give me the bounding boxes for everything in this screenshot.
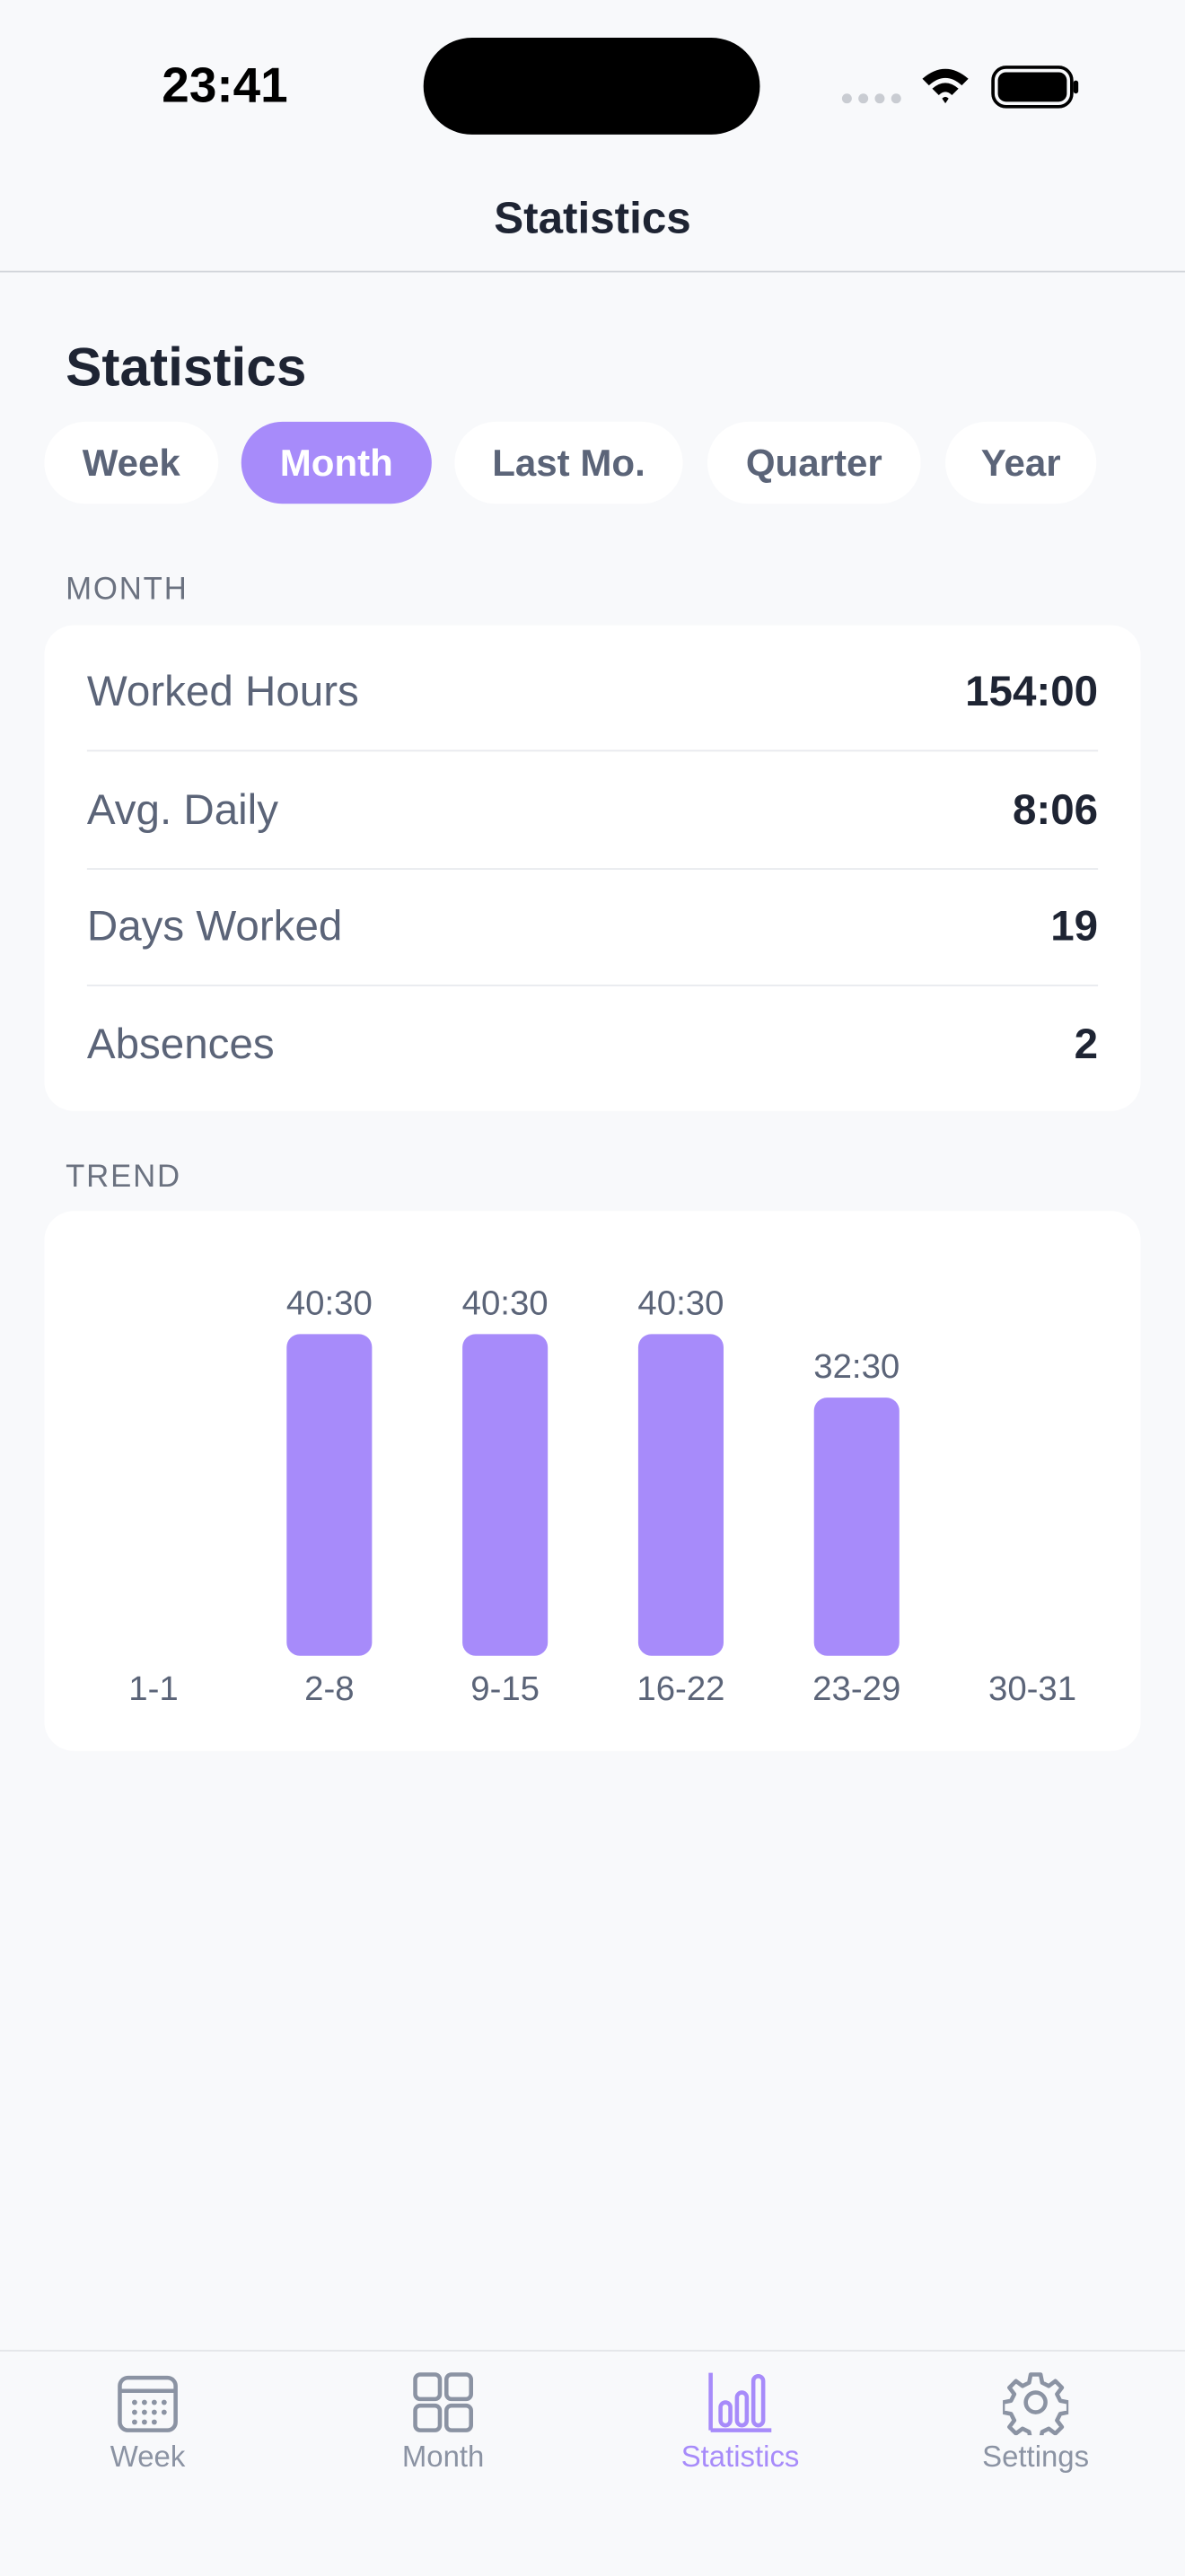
row-divider (86, 749, 1099, 752)
row-label: Worked Hours (86, 666, 359, 716)
gear-icon (1003, 2372, 1069, 2436)
nav-title: Statistics (494, 193, 691, 243)
bar (462, 1334, 549, 1656)
x-tick-label: 30-31 (988, 1669, 1076, 1708)
section-label: MONTH (66, 573, 189, 608)
tab-label: Week (110, 2440, 186, 2474)
row-divider (86, 867, 1099, 870)
nav-divider (0, 270, 1185, 273)
calendar-icon (118, 2375, 178, 2432)
trend-card (44, 1211, 1141, 1751)
tab-bar (0, 2350, 1185, 2576)
value-label: 40:30 (286, 1284, 373, 1322)
x-tick-label: 1-1 (128, 1669, 178, 1708)
bar (813, 1398, 900, 1656)
row-value: 8:06 (1012, 784, 1099, 834)
row-value: 154:00 (965, 666, 1099, 716)
tab-label: Month (401, 2440, 485, 2474)
signal (841, 93, 901, 104)
tab-item[interactable]: Statistics (642, 2363, 838, 2488)
battery-level (997, 72, 1067, 102)
value-label: 40:30 (637, 1284, 724, 1322)
segment[interactable]: Month (241, 421, 432, 504)
bar (637, 1334, 724, 1656)
segment[interactable]: Week (44, 421, 219, 504)
x-tick-label: 2-8 (304, 1669, 354, 1708)
segment[interactable]: Last Mo. (454, 421, 683, 504)
status-icons (841, 66, 1079, 109)
row-label: Days Worked (86, 901, 343, 951)
grid-icon (413, 2372, 473, 2432)
value-label: 32:30 (813, 1347, 900, 1386)
x-tick-label: 9-15 (470, 1669, 540, 1708)
row-label: Absences (86, 1019, 275, 1069)
tab-item[interactable]: Week (49, 2363, 246, 2488)
battery (991, 66, 1074, 109)
wifi (922, 68, 969, 104)
section-label: TREND (66, 1160, 181, 1195)
row-value: 19 (1050, 901, 1099, 951)
bar (286, 1334, 373, 1656)
tab-label: Statistics (680, 2440, 800, 2474)
chart-icon (708, 2372, 772, 2432)
tab-item[interactable]: Settings (937, 2363, 1134, 2488)
status-time: 23:41 (162, 58, 288, 114)
dynamic-island (423, 38, 760, 135)
x-tick-label: 16-22 (636, 1669, 724, 1708)
value-label: 40:30 (462, 1284, 549, 1322)
row-divider (86, 985, 1099, 987)
tab-label: Settings (982, 2440, 1090, 2474)
row-value: 2 (1074, 1019, 1099, 1069)
tab-item[interactable]: Month (345, 2363, 541, 2488)
trend-chart: 1-1 40:30 2-8 40:30 9-15 40:30 16-22 32:30 23-29… (128, 1284, 1076, 1708)
row-label: Avg. Daily (86, 784, 279, 834)
x-tick-label: 23-29 (812, 1669, 900, 1708)
segment[interactable]: Quarter (707, 421, 921, 504)
battery-tip (1073, 80, 1079, 94)
page-heading: Statistics (66, 336, 307, 398)
segment[interactable]: Year (945, 421, 1097, 504)
